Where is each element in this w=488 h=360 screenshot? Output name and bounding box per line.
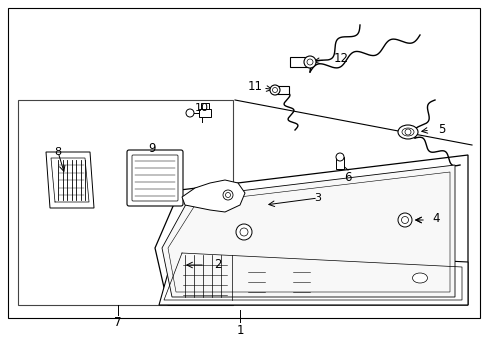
Bar (8, 8, 479, 318)
Circle shape (223, 190, 232, 200)
Ellipse shape (412, 273, 427, 283)
Polygon shape (46, 152, 94, 208)
Polygon shape (155, 155, 467, 305)
Text: 10: 10 (195, 103, 208, 113)
Circle shape (397, 213, 411, 227)
Circle shape (236, 224, 251, 240)
Text: 12: 12 (333, 51, 348, 64)
Ellipse shape (401, 128, 413, 136)
Text: 4: 4 (431, 212, 439, 225)
Bar (289, 57, 309, 67)
Circle shape (304, 56, 315, 68)
Text: 9: 9 (148, 141, 156, 154)
Circle shape (272, 87, 277, 93)
Polygon shape (159, 248, 467, 305)
Bar (274, 86, 288, 94)
Text: 3: 3 (314, 193, 321, 203)
Circle shape (240, 228, 247, 236)
Circle shape (185, 109, 194, 117)
Text: 11: 11 (247, 80, 262, 93)
Circle shape (269, 85, 280, 95)
Circle shape (404, 129, 410, 135)
Polygon shape (162, 165, 454, 297)
Ellipse shape (397, 125, 417, 139)
Circle shape (401, 216, 407, 224)
Bar (199, 109, 210, 117)
Circle shape (225, 193, 230, 198)
Circle shape (306, 59, 312, 65)
Bar (201, 103, 208, 109)
Text: 1: 1 (236, 324, 243, 337)
Text: 6: 6 (344, 171, 351, 184)
FancyBboxPatch shape (132, 155, 178, 201)
Circle shape (335, 153, 343, 161)
Text: 5: 5 (437, 122, 445, 135)
FancyBboxPatch shape (127, 150, 183, 206)
Text: 8: 8 (54, 147, 61, 157)
Text: 7: 7 (114, 315, 122, 328)
Bar (18, 100, 232, 305)
Polygon shape (182, 180, 244, 212)
Bar (335, 157, 343, 169)
Text: 2: 2 (214, 258, 221, 271)
